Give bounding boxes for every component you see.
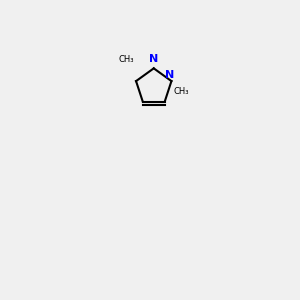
Text: N: N (165, 70, 175, 80)
Text: N: N (149, 54, 158, 64)
Text: CH₃: CH₃ (118, 55, 134, 64)
Text: CH₃: CH₃ (174, 87, 189, 96)
